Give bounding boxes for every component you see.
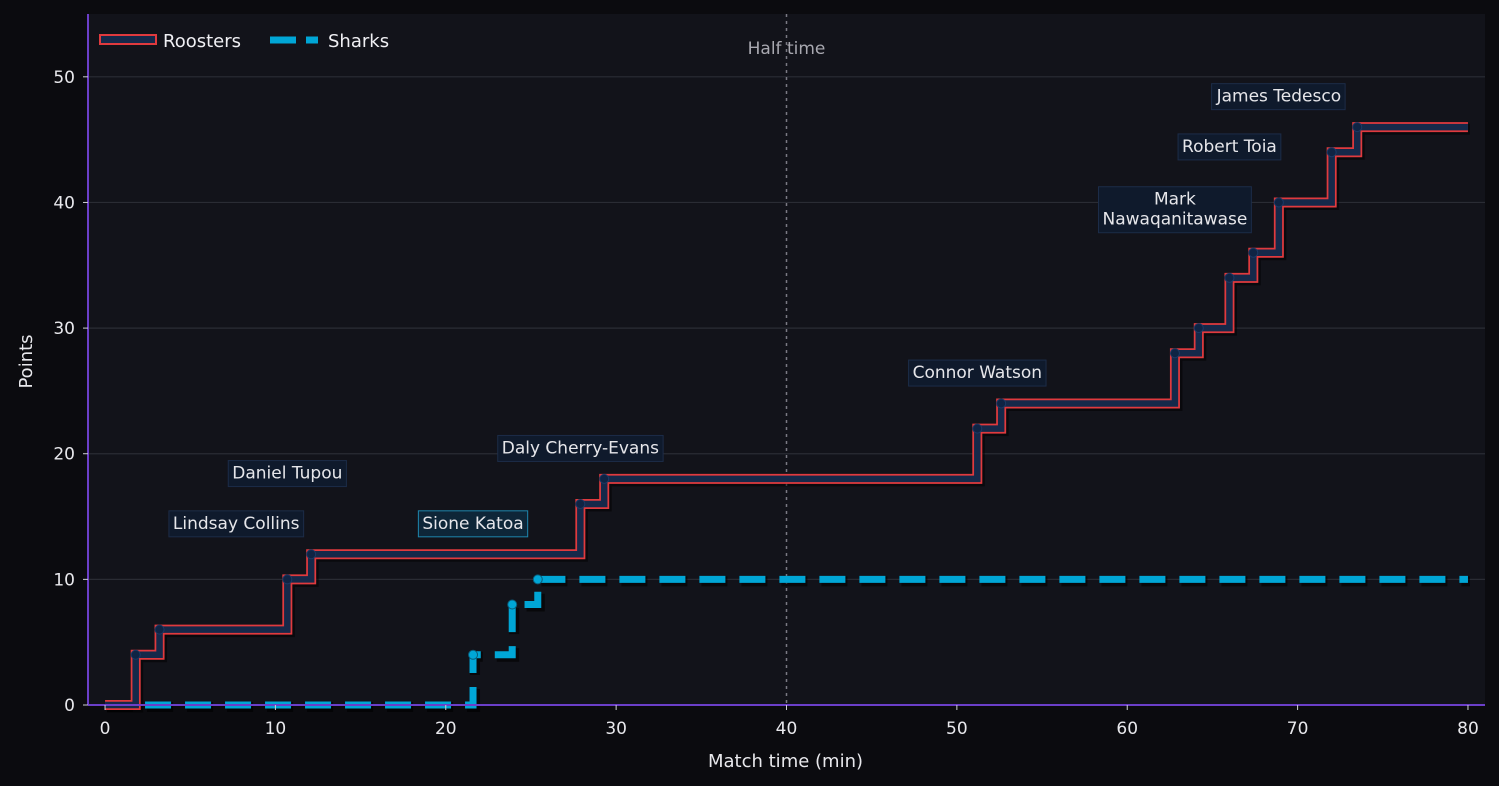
scorer-label-box: [1177, 133, 1282, 161]
x-tick-label: 60: [1116, 719, 1138, 739]
scorer-name: Mark: [1154, 190, 1196, 210]
scorer-label-box: [908, 359, 1047, 387]
roosters-score-point: [1193, 323, 1204, 334]
roosters-score-point: [972, 423, 983, 434]
legend-roosters-swatch: [99, 34, 157, 45]
scorer-annotation: Connor Watson: [908, 359, 1047, 387]
roosters-score-point: [130, 649, 141, 660]
roosters-score-point: [1248, 247, 1259, 258]
x-tick-label: 0: [100, 719, 111, 739]
roosters-score-point: [996, 398, 1007, 409]
sharks-score-point: [468, 649, 479, 660]
roosters-score-point: [154, 624, 165, 635]
x-tick-label: 40: [776, 719, 798, 739]
sharks-line: [105, 575, 1468, 709]
sharks-score-point: [507, 599, 518, 610]
y-axis-title: Points: [16, 334, 37, 388]
x-tick-label: 30: [605, 719, 627, 739]
scorer-label-box: [227, 460, 347, 488]
y-tick-label: 0: [64, 696, 75, 716]
scorer-annotation: Daly Cherry-Evans: [497, 434, 664, 462]
x-tick-label: 20: [435, 719, 457, 739]
scorer-annotation: Robert Toia: [1177, 133, 1282, 161]
x-axis-title: Match time (min): [708, 751, 863, 772]
scorer-name: Robert Toia: [1182, 137, 1277, 157]
x-tick-label: 50: [946, 719, 968, 739]
roosters-score-point: [306, 549, 317, 560]
y-tick-label: 20: [53, 445, 75, 465]
scorer-annotation: James Tedesco: [1211, 83, 1346, 111]
scorer-name: Daniel Tupou: [232, 464, 342, 484]
x-tick-label: 10: [265, 719, 287, 739]
y-tick-label: 30: [53, 319, 75, 339]
scorer-name: Daly Cherry-Evans: [502, 438, 659, 458]
x-tick-label: 70: [1287, 719, 1309, 739]
roosters-score-point: [1352, 122, 1363, 133]
scorer-label-box: [1097, 186, 1252, 234]
scorer-label-box: [1211, 83, 1346, 111]
scorer-label-box: [497, 434, 664, 462]
roosters-score-point: [1326, 147, 1337, 158]
scorer-name: Connor Watson: [913, 363, 1042, 383]
legend: Roosters Sharks: [99, 31, 389, 52]
roosters-score-point: [599, 473, 610, 484]
y-tick-label: 10: [53, 570, 75, 590]
scorer-label-box: [168, 510, 305, 538]
scorer-name: Sione Katoa: [422, 514, 523, 534]
roosters-score-point: [282, 574, 293, 585]
scorer-name: James Tedesco: [1216, 87, 1342, 107]
roosters-score-point: [575, 498, 586, 509]
legend-roosters-label: Roosters: [163, 31, 241, 52]
legend-sharks-label: Sharks: [328, 31, 389, 52]
half-time-label: Half time: [748, 39, 826, 59]
scorer-annotation: Lindsay Collins: [168, 510, 305, 538]
scorer-annotation: Sione Katoa: [417, 510, 529, 538]
sharks-score-point: [532, 574, 543, 585]
roosters-score-point: [1169, 348, 1180, 359]
scorer-annotation: Daniel Tupou: [227, 460, 347, 488]
roosters-score-point: [1273, 197, 1284, 208]
y-tick-label: 50: [53, 68, 75, 88]
roosters-score-point: [1224, 272, 1235, 283]
scorer-name: Nawaqanitawase: [1102, 210, 1247, 230]
x-tick-label: 80: [1457, 719, 1479, 739]
roosters-line: [105, 123, 1468, 709]
scorer-name: Lindsay Collins: [173, 514, 300, 534]
scorer-label-box: [417, 510, 529, 538]
y-tick-label: 40: [53, 193, 75, 213]
